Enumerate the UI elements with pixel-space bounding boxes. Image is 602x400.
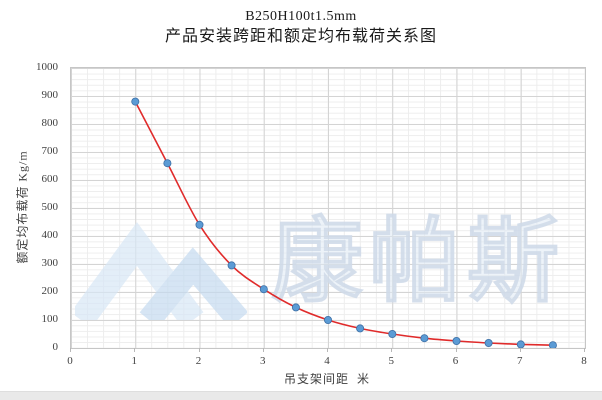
x-tick-mark	[70, 348, 71, 352]
x-tick-mark	[262, 348, 264, 352]
x-tick-mark	[134, 348, 136, 352]
y-tick-label: 900	[41, 88, 59, 101]
data-point	[195, 220, 204, 229]
y-tick-label: 1000	[36, 60, 58, 73]
scatter-series	[131, 97, 557, 348]
data-point	[163, 159, 172, 168]
data-point	[131, 97, 140, 106]
data-point	[323, 315, 332, 324]
x-tick-mark	[519, 348, 521, 352]
chart-subtitle: 产品安装跨距和额定均布载荷关系图	[164, 28, 437, 45]
x-tick-mark	[327, 348, 328, 352]
x-tick-label: 6	[452, 355, 459, 367]
chart-title-block: B250H100t1.5mm 产品安装跨距和额定均布载荷关系图	[0, 8, 602, 48]
data-point	[388, 329, 397, 338]
x-tick-label: 5	[388, 355, 395, 367]
x-tick-mark	[198, 348, 200, 352]
data-point	[452, 336, 461, 345]
x-tick-label: 0	[67, 355, 73, 367]
watermark-text: 康帕斯	[270, 211, 566, 313]
x-tick-label: 2	[195, 355, 202, 367]
data-point	[516, 340, 525, 348]
x-tick-mark	[584, 348, 585, 352]
watermark: 康帕斯	[71, 68, 585, 348]
x-tick-mark	[391, 348, 393, 352]
y-axis-tick-labels: 0 100 200 300 400 500 600 700 800 900 1000	[0, 61, 62, 353]
data-point	[227, 261, 236, 270]
x-tick-label: 3	[260, 355, 266, 367]
y-tick-label: 100	[41, 312, 59, 325]
x-tick-mark	[455, 348, 457, 352]
y-tick-label: 600	[41, 172, 59, 185]
y-tick-label: 300	[41, 256, 59, 269]
plot-area: 康帕斯	[70, 67, 586, 349]
y-tick-label: 400	[41, 228, 59, 241]
watermark-mountain-logo	[75, 222, 247, 320]
data-point	[420, 334, 429, 343]
data-point	[291, 303, 300, 312]
data-point	[548, 341, 557, 348]
data-point	[484, 338, 493, 347]
x-tick-label: 7	[517, 355, 523, 367]
chart-title: B250H100t1.5mm	[245, 9, 357, 24]
x-tick-label: 4	[324, 355, 330, 367]
y-tick-label: 700	[41, 144, 59, 157]
y-tick-label: 500	[41, 200, 59, 213]
data-point	[259, 285, 268, 294]
x-axis-tick-labels: 0 1 2 3 4 5 6 7 8	[67, 347, 587, 371]
data-point	[356, 324, 365, 333]
x-axis-title: 吊支架间距 米	[283, 372, 370, 386]
y-tick-label: 0	[52, 340, 59, 353]
x-tick-label: 1	[131, 355, 138, 367]
bottom-edge-strip	[0, 391, 602, 400]
y-tick-label: 200	[41, 284, 59, 297]
x-tick-label: 8	[581, 355, 587, 367]
y-tick-label: 800	[41, 116, 59, 129]
